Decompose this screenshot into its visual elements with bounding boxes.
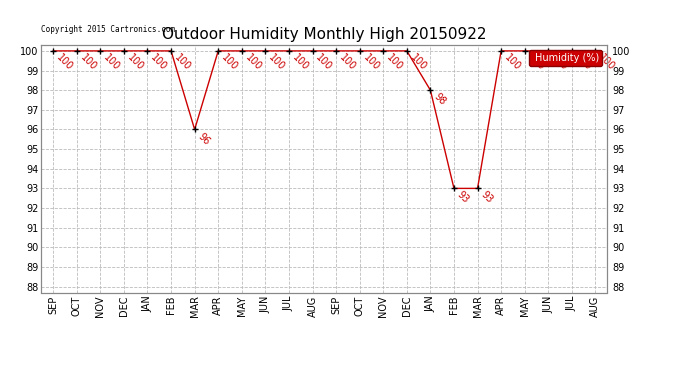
Text: 100: 100 xyxy=(526,52,546,72)
Text: 100: 100 xyxy=(101,52,122,72)
Text: 100: 100 xyxy=(55,52,75,72)
Text: 100: 100 xyxy=(314,52,334,72)
Text: 96: 96 xyxy=(196,131,212,147)
Text: 100: 100 xyxy=(337,52,357,72)
Text: 100: 100 xyxy=(243,52,264,72)
Text: 100: 100 xyxy=(502,52,522,72)
Text: 100: 100 xyxy=(384,52,405,72)
Text: 100: 100 xyxy=(597,52,617,72)
Text: 100: 100 xyxy=(550,52,570,72)
Text: 100: 100 xyxy=(290,52,310,72)
Text: 100: 100 xyxy=(78,52,98,72)
Text: Copyright 2015 Cartronics.com: Copyright 2015 Cartronics.com xyxy=(41,25,175,34)
Text: 100: 100 xyxy=(219,52,239,72)
Text: 100: 100 xyxy=(172,52,193,72)
Text: 100: 100 xyxy=(267,52,287,72)
Text: 100: 100 xyxy=(126,52,146,72)
Text: 100: 100 xyxy=(408,52,428,72)
Text: 100: 100 xyxy=(361,52,381,72)
Text: 93: 93 xyxy=(455,190,471,206)
Title: Outdoor Humidity Monthly High 20150922: Outdoor Humidity Monthly High 20150922 xyxy=(162,27,486,42)
Legend: Humidity (%): Humidity (%) xyxy=(529,50,602,66)
Text: 93: 93 xyxy=(479,190,495,206)
Text: 98: 98 xyxy=(432,92,448,107)
Text: 100: 100 xyxy=(573,52,593,72)
Text: 100: 100 xyxy=(149,52,169,72)
